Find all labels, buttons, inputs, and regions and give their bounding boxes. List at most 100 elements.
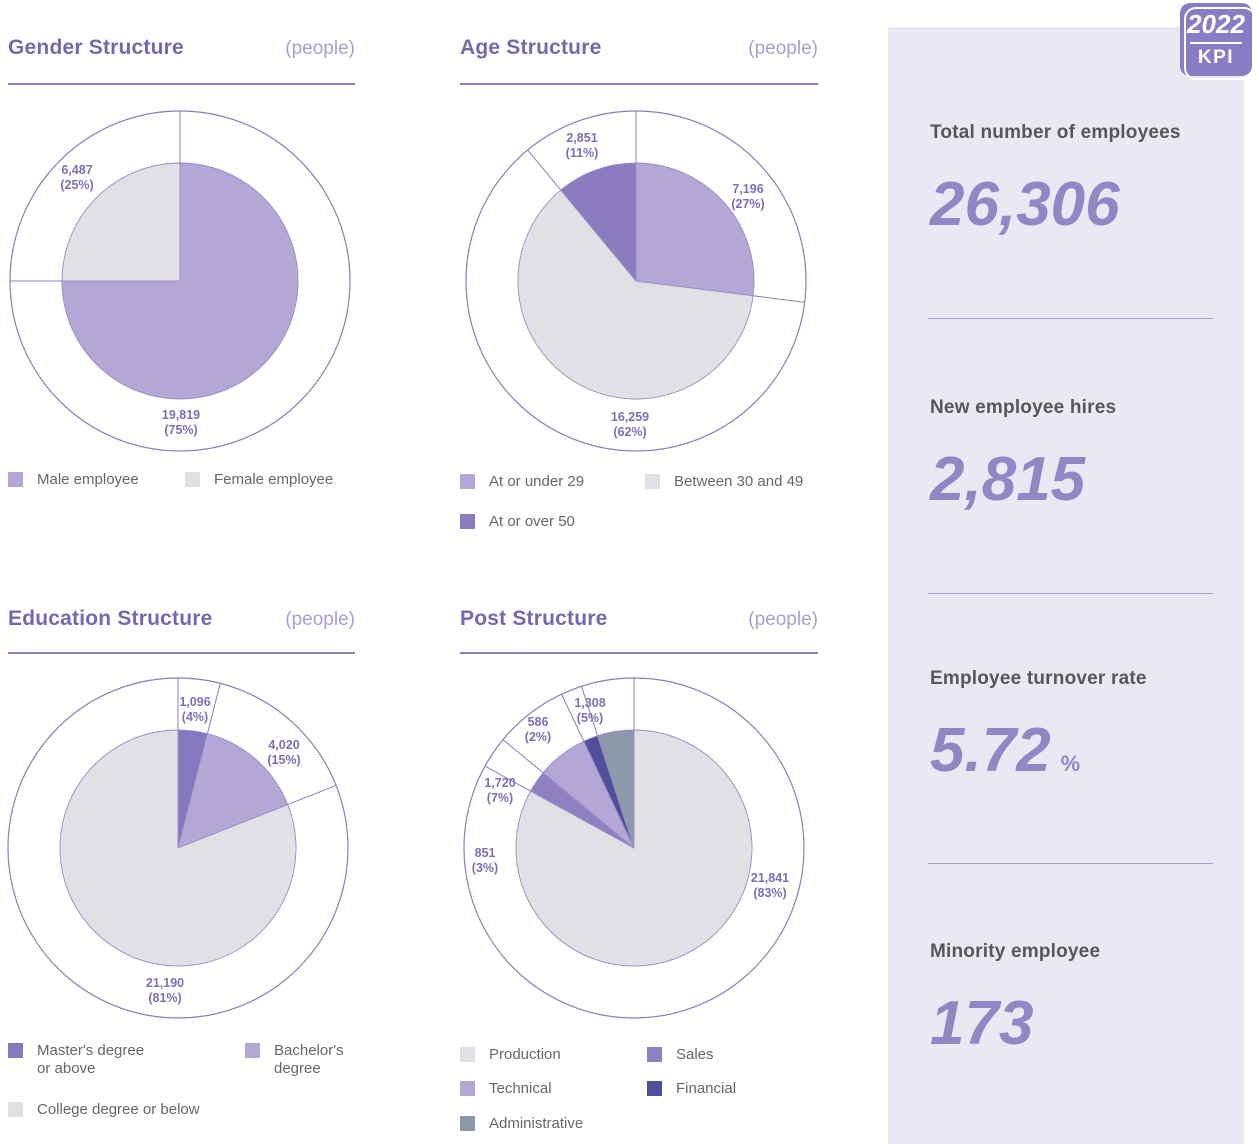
pie-label-education: 4,020 (15%) bbox=[267, 738, 300, 767]
legend-item: Sales bbox=[647, 1046, 736, 1064]
kpi-label: Employee turnover rate bbox=[930, 668, 1147, 689]
age-chart-title: Age Structure bbox=[460, 36, 602, 59]
pie-label-gender: 19,819 (75%) bbox=[162, 408, 200, 437]
legend-label: Financial bbox=[676, 1080, 737, 1098]
legend-item: College degree or below bbox=[8, 1101, 245, 1119]
legend-label: Sales bbox=[676, 1046, 714, 1063]
legend-row: Production Sales bbox=[460, 1046, 736, 1064]
legend-label: Male employee bbox=[37, 471, 139, 488]
legend-item: Financial bbox=[647, 1080, 736, 1098]
legend-item: Production bbox=[460, 1046, 647, 1064]
pie-slice-age-at-or-under-29 bbox=[635, 162, 755, 297]
legend-swatch bbox=[645, 474, 660, 489]
slice-boundary-line bbox=[502, 739, 544, 774]
legend-swatch bbox=[8, 472, 23, 487]
kpi-turnover-rate: Employee turnover rate 5.72 % bbox=[930, 668, 1215, 782]
pie-label-post: 21,841 (83%) bbox=[751, 871, 789, 900]
pie-slice-gender-female-employee bbox=[61, 162, 181, 282]
pie-label-post: 851 (3%) bbox=[472, 846, 498, 875]
kpi-label: Minority employee bbox=[930, 941, 1101, 962]
pie-slice-gender-male-employee bbox=[61, 162, 299, 400]
education-chart-header: Education Structure (people) bbox=[8, 607, 355, 654]
kpi-minority-employee: Minority employee 173 bbox=[930, 941, 1215, 1055]
post-legend: Production Sales Technical Financial Adminis… bbox=[460, 1046, 736, 1144]
kpi-value: 2,815 bbox=[930, 445, 1086, 514]
legend-swatch bbox=[647, 1047, 662, 1062]
legend-swatch bbox=[460, 474, 475, 489]
legend-swatch bbox=[460, 1081, 475, 1097]
kpi-value: 26,306 bbox=[930, 170, 1120, 239]
legend-item: Technical bbox=[460, 1080, 647, 1098]
outer-ring bbox=[7, 677, 349, 1019]
legend-swatch bbox=[460, 514, 475, 530]
legend-swatch bbox=[460, 1047, 475, 1062]
divider bbox=[928, 863, 1213, 864]
pie-slice-post-administrative bbox=[597, 729, 635, 849]
slice-boundary-line bbox=[484, 765, 531, 792]
slice-boundary-line bbox=[287, 784, 337, 806]
slice-boundary-line bbox=[527, 149, 562, 191]
slice-boundary-line bbox=[580, 686, 599, 736]
education-chart-title: Education Structure bbox=[8, 607, 213, 630]
legend-label: College degree or below bbox=[37, 1100, 200, 1118]
kpi-value: 173 bbox=[930, 989, 1034, 1058]
legend-swatch bbox=[460, 1115, 475, 1131]
pie-label-education: 21,190 (81%) bbox=[146, 976, 184, 1005]
legend-item: At or over 50 bbox=[460, 513, 645, 531]
kpi-sidebar-panel: Total number of employees 26,306 New emp… bbox=[888, 27, 1244, 1144]
pie-label-education: 1,096 (4%) bbox=[179, 695, 210, 724]
legend-item: Between 30 and 49 bbox=[645, 473, 803, 491]
age-legend: At or under 29 Between 30 and 49 At or ove… bbox=[460, 473, 803, 554]
legend-label: At or over 50 bbox=[489, 513, 575, 531]
post-pie-chart: 21,841 (83%) 851 (3%) 1,720 (7%) 586 (2%) 1,308(… bbox=[463, 677, 805, 1019]
legend-item: Bachelor's degree bbox=[245, 1042, 344, 1079]
slice-boundary-line bbox=[753, 295, 805, 303]
age-pie-chart: 7,196 (27%) 16,259 (62%) 2,851 (11%) bbox=[465, 110, 807, 452]
post-chart-units: (people) bbox=[748, 609, 818, 630]
kpi-total-employees: Total number of employees 26,306 bbox=[930, 122, 1215, 236]
divider bbox=[928, 593, 1213, 594]
pie-label-age: 2,851 (11%) bbox=[566, 131, 599, 160]
kpi-value: 5.72 bbox=[930, 716, 1051, 785]
divider bbox=[928, 318, 1213, 319]
legend-swatch bbox=[8, 1043, 23, 1058]
legend-label: At or under 29 bbox=[489, 473, 585, 490]
gender-pie-chart: 19,819 (75%) 6,487 (25%) bbox=[9, 110, 351, 452]
education-legend: Master's degree or above Bachelor's degree C… bbox=[8, 1042, 344, 1141]
age-chart-header: Age Structure (people) bbox=[460, 36, 818, 85]
pie-label-gender: 6,487 (25%) bbox=[60, 163, 93, 192]
education-chart-units: (people) bbox=[285, 609, 355, 630]
pie-label-post: 1,308 (5%) bbox=[574, 696, 605, 725]
outer-ring bbox=[463, 677, 805, 1019]
legend-label: Administrative bbox=[489, 1114, 584, 1132]
post-chart-title: Post Structure bbox=[460, 607, 608, 630]
slice-boundary-line bbox=[561, 693, 585, 742]
legend-row: At or over 50 bbox=[460, 513, 803, 531]
legend-label: Bachelor's degree bbox=[274, 1042, 344, 1078]
legend-swatch bbox=[245, 1043, 260, 1058]
gender-chart-header: Gender Structure (people) bbox=[8, 36, 355, 85]
slice-boundary-line bbox=[206, 683, 221, 734]
pie-label-age: 16,259 (62%) bbox=[611, 410, 649, 439]
pie-label-post: 586 (2%) bbox=[525, 715, 551, 744]
kpi-unit-percent: % bbox=[1060, 751, 1081, 776]
legend-swatch bbox=[647, 1081, 662, 1097]
post-chart-header: Post Structure (people) bbox=[460, 607, 818, 654]
legend-row: At or under 29 Between 30 and 49 bbox=[460, 473, 803, 491]
legend-swatch bbox=[8, 1101, 23, 1117]
pie-slice-age-at-or-over-50 bbox=[560, 162, 637, 282]
kpi-new-hires: New employee hires 2,815 bbox=[930, 397, 1215, 511]
legend-item: Male employee bbox=[8, 471, 185, 489]
outer-ring bbox=[465, 110, 807, 452]
outer-ring bbox=[9, 110, 351, 452]
legend-item: Female employee bbox=[185, 471, 333, 489]
legend-row: College degree or below bbox=[8, 1101, 344, 1119]
kpi-year-badge: 2022 KPI bbox=[1180, 3, 1256, 80]
pie-label-post: 1,720 (7%) bbox=[484, 776, 515, 805]
legend-row: Male employee Female employee bbox=[8, 471, 333, 489]
badge-kpi-label: KPI bbox=[1197, 46, 1235, 68]
legend-item: Master's degree or above bbox=[8, 1042, 245, 1079]
pie-slice-age-between-30-and-49 bbox=[517, 189, 754, 400]
age-chart-units: (people) bbox=[748, 38, 818, 59]
